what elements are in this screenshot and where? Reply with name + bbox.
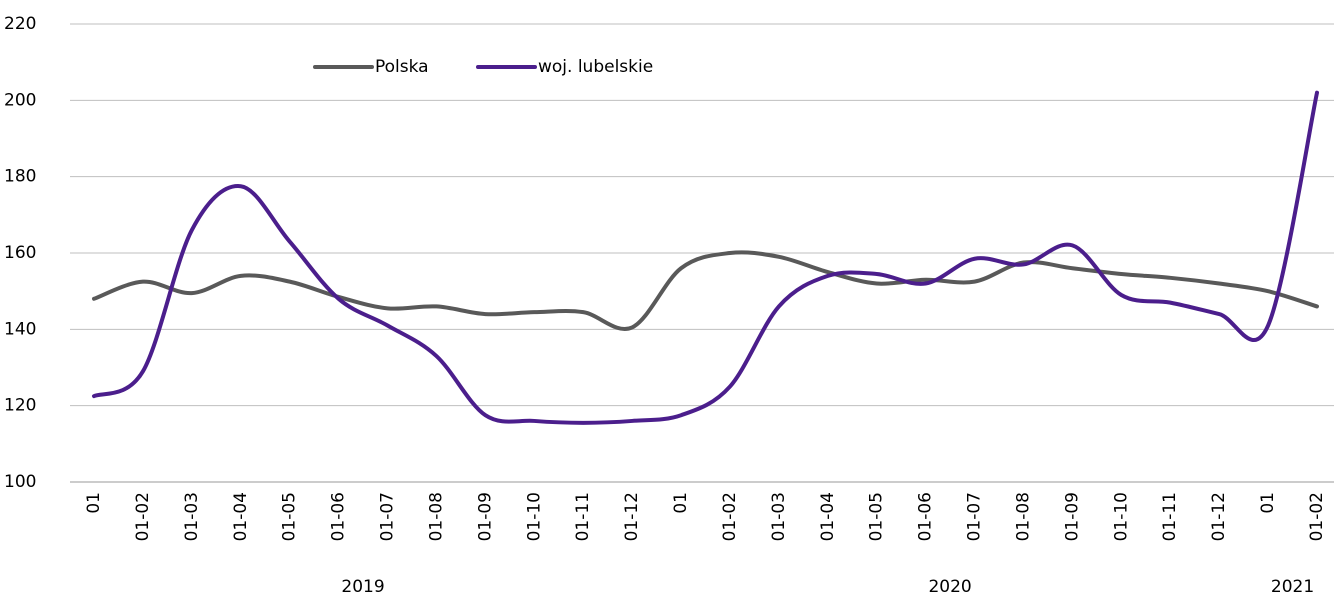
x-tick-label: 01-02	[720, 492, 740, 541]
x-tick-label: 01-09	[1062, 492, 1082, 541]
x-tick-label: 01-06	[329, 492, 349, 541]
x-tick-label: 01-08	[426, 492, 446, 541]
x-tick-label: 01-03	[182, 492, 202, 541]
group-label: 2020	[928, 577, 971, 597]
x-tick-label: 01-07	[378, 492, 398, 541]
x-tick-label: 01-04	[818, 492, 838, 541]
x-tick-label: 01-08	[1013, 492, 1033, 541]
y-tick-label: 220	[4, 14, 36, 34]
y-tick-label: 160	[4, 243, 36, 263]
x-tick-label: 01-02	[1307, 492, 1327, 541]
y-tick-label: 120	[4, 396, 36, 416]
y-tick-label: 200	[4, 90, 36, 110]
x-tick-label: 01-11	[1160, 492, 1180, 541]
group-label: 2019	[341, 577, 384, 597]
series-line	[92, 90, 1319, 425]
x-tick-label: 01-11	[573, 492, 593, 541]
y-tick-label: 180	[4, 167, 36, 187]
x-tick-label: 01-03	[769, 492, 789, 541]
y-tick-label: 140	[4, 319, 36, 339]
x-tick-label: 01-04	[231, 492, 251, 541]
legend-label: woj. lubelskie	[538, 57, 653, 77]
series-line	[92, 250, 1319, 331]
group-label: 2021	[1271, 577, 1314, 597]
x-tick-label: 01-12	[622, 492, 642, 541]
x-tick-label: 01	[1258, 492, 1278, 514]
x-tick-label: 01	[84, 492, 104, 514]
x-tick-label: 01-02	[133, 492, 153, 541]
x-tick-label: 01	[671, 492, 691, 514]
x-tick-label: 01-12	[1209, 492, 1229, 541]
x-tick-label: 01-05	[280, 492, 300, 541]
x-tick-label: 01-09	[475, 492, 495, 541]
x-tick-label: 01-10	[524, 492, 544, 541]
x-tick-label: 01-06	[916, 492, 936, 541]
y-tick-label: 100	[4, 472, 36, 492]
x-tick-label: 01-07	[965, 492, 985, 541]
legend-label: Polska	[375, 57, 429, 77]
x-tick-label: 01-05	[867, 492, 887, 541]
x-tick-label: 01-10	[1111, 492, 1131, 541]
